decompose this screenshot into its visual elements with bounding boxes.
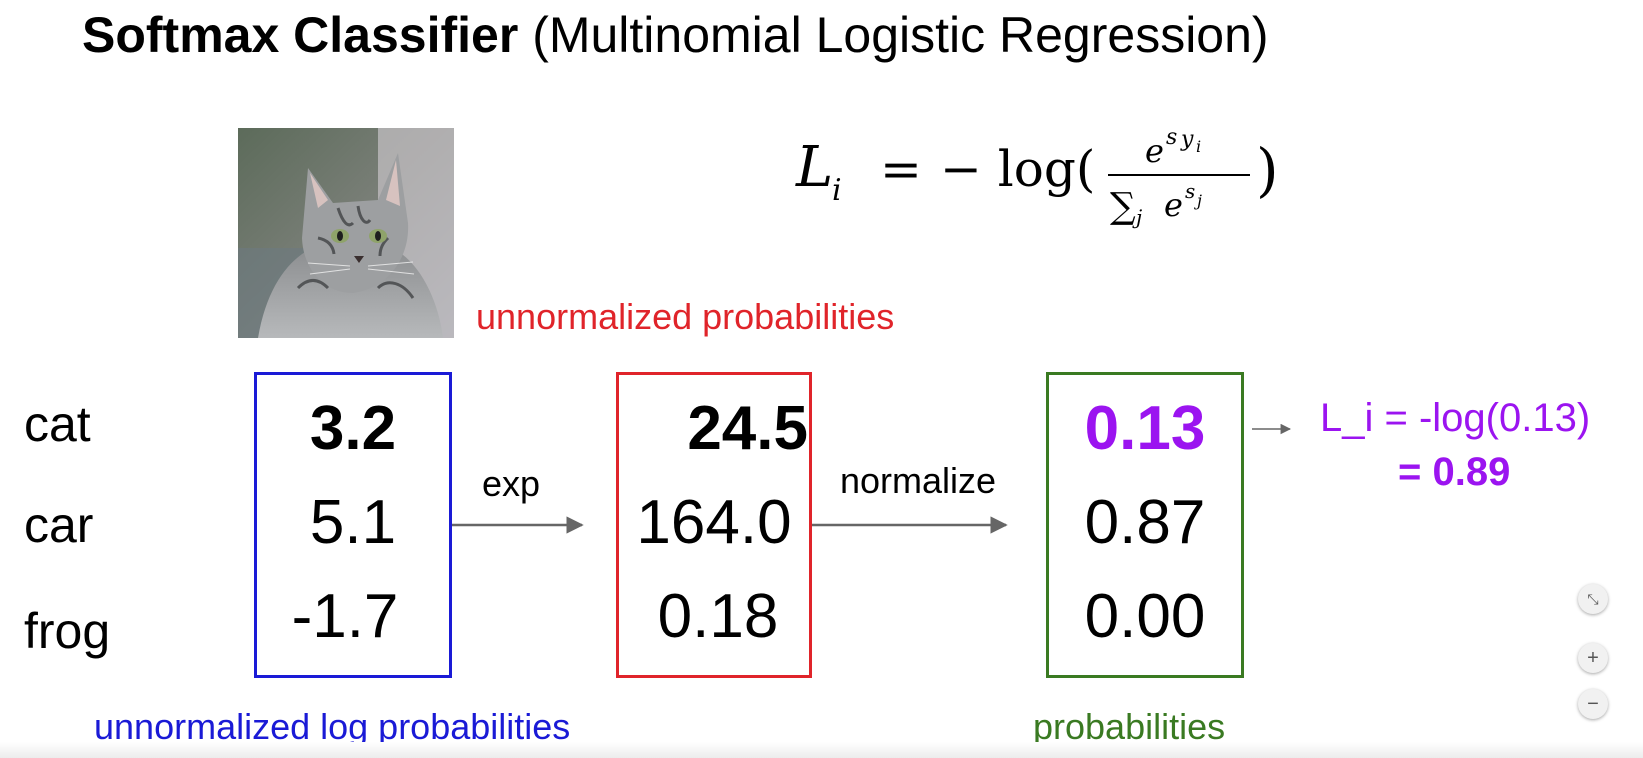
fit-screen-icon: ⤡ — [1587, 591, 1599, 607]
prob-cat: 0.13 — [1084, 394, 1206, 463]
formula-den-exp: s — [1185, 179, 1195, 203]
class-label-cat: cat — [24, 396, 91, 452]
title-bold: Softmax Classifier — [82, 7, 519, 63]
score-frog: -1.7 — [291, 582, 399, 651]
score-car: 5.1 — [309, 488, 397, 557]
loss-formula-graphic: L i = − log( e s y i ∑ j e s j ) — [795, 125, 1279, 229]
formula-den-base: e — [1164, 186, 1183, 224]
exp-label: exp — [482, 463, 541, 504]
bottom-edge-shadow — [0, 742, 1643, 758]
formula-num-base: e — [1145, 132, 1164, 170]
formula-num-exp: s — [1166, 125, 1177, 150]
formula-lhs-sub: i — [832, 173, 842, 208]
formula-den-sum: ∑ — [1110, 186, 1136, 227]
formula-neglog: − log( — [940, 140, 1095, 198]
exp-car: 164.0 — [636, 488, 792, 557]
formula-lhs: L — [795, 135, 833, 200]
formula-num-exp-sub: y — [1180, 127, 1194, 152]
slide-title: Softmax Classifier (Multinomial Logistic… — [82, 6, 1269, 64]
normalize-label: normalize — [840, 460, 997, 501]
scores-box — [254, 372, 452, 678]
loss-formula: L i = − log( e s y i ∑ j e s j ) — [790, 120, 1290, 230]
score-cat: 3.2 — [309, 394, 397, 463]
loss-line-2-prefix: = — [1398, 450, 1433, 494]
formula-den-sub: j — [1132, 205, 1142, 229]
cat-photo — [238, 128, 454, 338]
formula-eq: = — [880, 140, 922, 198]
formula-num-exp-sub2: i — [1196, 137, 1201, 156]
prob-frog: 0.00 — [1084, 582, 1206, 651]
cat-photo-icon — [238, 128, 454, 338]
zoom-in-icon: + — [1587, 647, 1599, 669]
formula-den-exp-sub: j — [1194, 191, 1202, 210]
unnormalized-probabilities-label: unnormalized probabilities — [476, 296, 895, 337]
zoom-out-icon: − — [1587, 693, 1599, 715]
class-label-car: car — [24, 497, 94, 553]
formula-close: ) — [1256, 136, 1279, 204]
zoom-out-button[interactable]: − — [1578, 689, 1608, 719]
title-subtitle: (Multinomial Logistic Regression) — [532, 7, 1269, 63]
exp-cat: 24.5 — [687, 394, 808, 463]
unnormalized-log-probabilities-label: unnormalized log probabilities — [94, 706, 571, 747]
prob-car: 0.87 — [1084, 488, 1206, 557]
zoom-in-button[interactable]: + — [1578, 643, 1608, 673]
exp-values-box — [616, 372, 812, 678]
loss-line-1: L_i = -log(0.13) — [1320, 396, 1591, 440]
fit-screen-button[interactable]: ⤡ — [1578, 584, 1608, 614]
probabilities-box — [1046, 372, 1244, 678]
class-label-frog: frog — [24, 603, 111, 659]
probabilities-label: probabilities — [1033, 706, 1226, 747]
exp-frog: 0.18 — [657, 582, 779, 651]
loss-value: 0.89 — [1432, 450, 1511, 494]
loss-line-2: = 0.89 — [1398, 450, 1510, 495]
